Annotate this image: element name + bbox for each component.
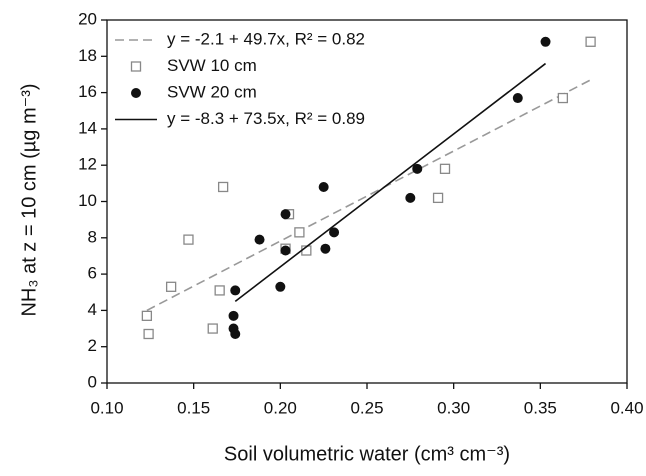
point [143,328,154,340]
legend-label: y = -8.3 + 73.5x, R² = 0.89 [167,109,365,128]
point [230,285,241,296]
y-tick-label: 16 [78,82,97,101]
y-tick-label: 0 [88,372,97,391]
x-tick-label: 0.20 [264,398,297,417]
y-tick-label: 8 [88,227,97,246]
point [214,285,225,296]
point [141,310,153,321]
x-axis-title: Soil volumetric water (cm³ cm⁻³) [224,443,510,465]
point [405,192,416,203]
legend-label: SVW 10 cm [167,56,257,75]
legend-label: y = -2.1 + 49.7x, R² = 0.82 [167,29,365,48]
point [512,93,523,104]
fit-line [234,62,547,302]
point [439,163,451,174]
x-tick-label: 0.40 [610,398,643,417]
point [230,328,241,339]
point [183,234,194,245]
y-axis-title: NH₃ at z = 10 cm (µg m⁻³) [18,83,40,316]
point [432,192,444,204]
legend-label: SVW 20 cm [167,82,257,101]
point [540,36,551,47]
point [557,92,569,104]
y-tick-label: 6 [88,264,97,283]
x-tick-label: 0.25 [350,398,383,417]
point [329,227,340,238]
y-tick-label: 14 [78,118,97,137]
point [165,281,177,292]
point [275,281,286,292]
legend-marker [131,88,141,98]
y-tick-label: 4 [88,300,97,319]
point [318,181,329,192]
x-tick-label: 0.35 [524,398,557,417]
point [228,310,239,321]
y-tick-label: 20 [78,9,97,28]
point [412,163,423,174]
y-tick-label: 18 [78,46,97,65]
y-tick-label: 10 [78,191,97,210]
x-tick-label: 0.10 [90,398,123,417]
point [217,181,229,193]
point [320,243,331,254]
point [294,227,305,238]
point [207,323,218,334]
point [280,245,291,256]
y-tick-label: 2 [88,336,97,355]
x-tick-label: 0.30 [437,398,470,417]
point [585,36,596,47]
point [280,209,291,220]
legend-marker [130,61,142,72]
y-tick-label: 12 [78,155,97,174]
point [254,234,265,245]
x-tick-label: 0.15 [177,398,210,417]
